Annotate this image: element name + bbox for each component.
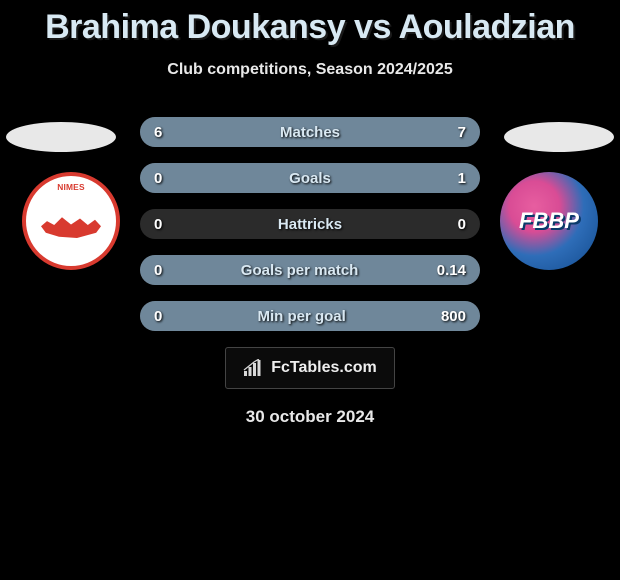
brand-text: FcTables.com — [271, 359, 377, 377]
stat-value-right: 800 — [441, 308, 466, 325]
stat-label: Goals per match — [241, 262, 359, 279]
stat-label: Min per goal — [257, 308, 345, 325]
stat-value-left: 0 — [154, 262, 162, 279]
page-subtitle: Club competitions, Season 2024/2025 — [0, 61, 620, 79]
stat-value-right: 7 — [458, 124, 466, 141]
stat-row: 6 Matches 7 — [140, 117, 480, 147]
stat-value-left: 0 — [154, 170, 162, 187]
stat-value-left: 0 — [154, 308, 162, 325]
stat-row: 0 Hattricks 0 — [140, 209, 480, 239]
stat-row: 0 Goals per match 0.14 — [140, 255, 480, 285]
stat-label: Hattricks — [278, 216, 342, 233]
stat-row: 0 Min per goal 800 — [140, 301, 480, 331]
stat-label: Goals — [289, 170, 331, 187]
stat-row: 0 Goals 1 — [140, 163, 480, 193]
stat-label: Matches — [280, 124, 340, 141]
bar-chart-icon — [243, 359, 265, 377]
stat-value-right: 1 — [458, 170, 466, 187]
date-text: 30 october 2024 — [0, 407, 620, 427]
brand-link[interactable]: FcTables.com — [225, 347, 395, 389]
stat-value-right: 0.14 — [437, 262, 466, 279]
stats-area: 6 Matches 7 0 Goals 1 0 Hattricks 0 0 Goals per ma… — [0, 117, 620, 331]
stat-value-right: 0 — [458, 216, 466, 233]
page-title: Brahima Doukansy vs Aouladzian — [0, 0, 620, 47]
stat-value-left: 6 — [154, 124, 162, 141]
stat-bar-left — [140, 117, 296, 147]
stat-value-left: 0 — [154, 216, 162, 233]
